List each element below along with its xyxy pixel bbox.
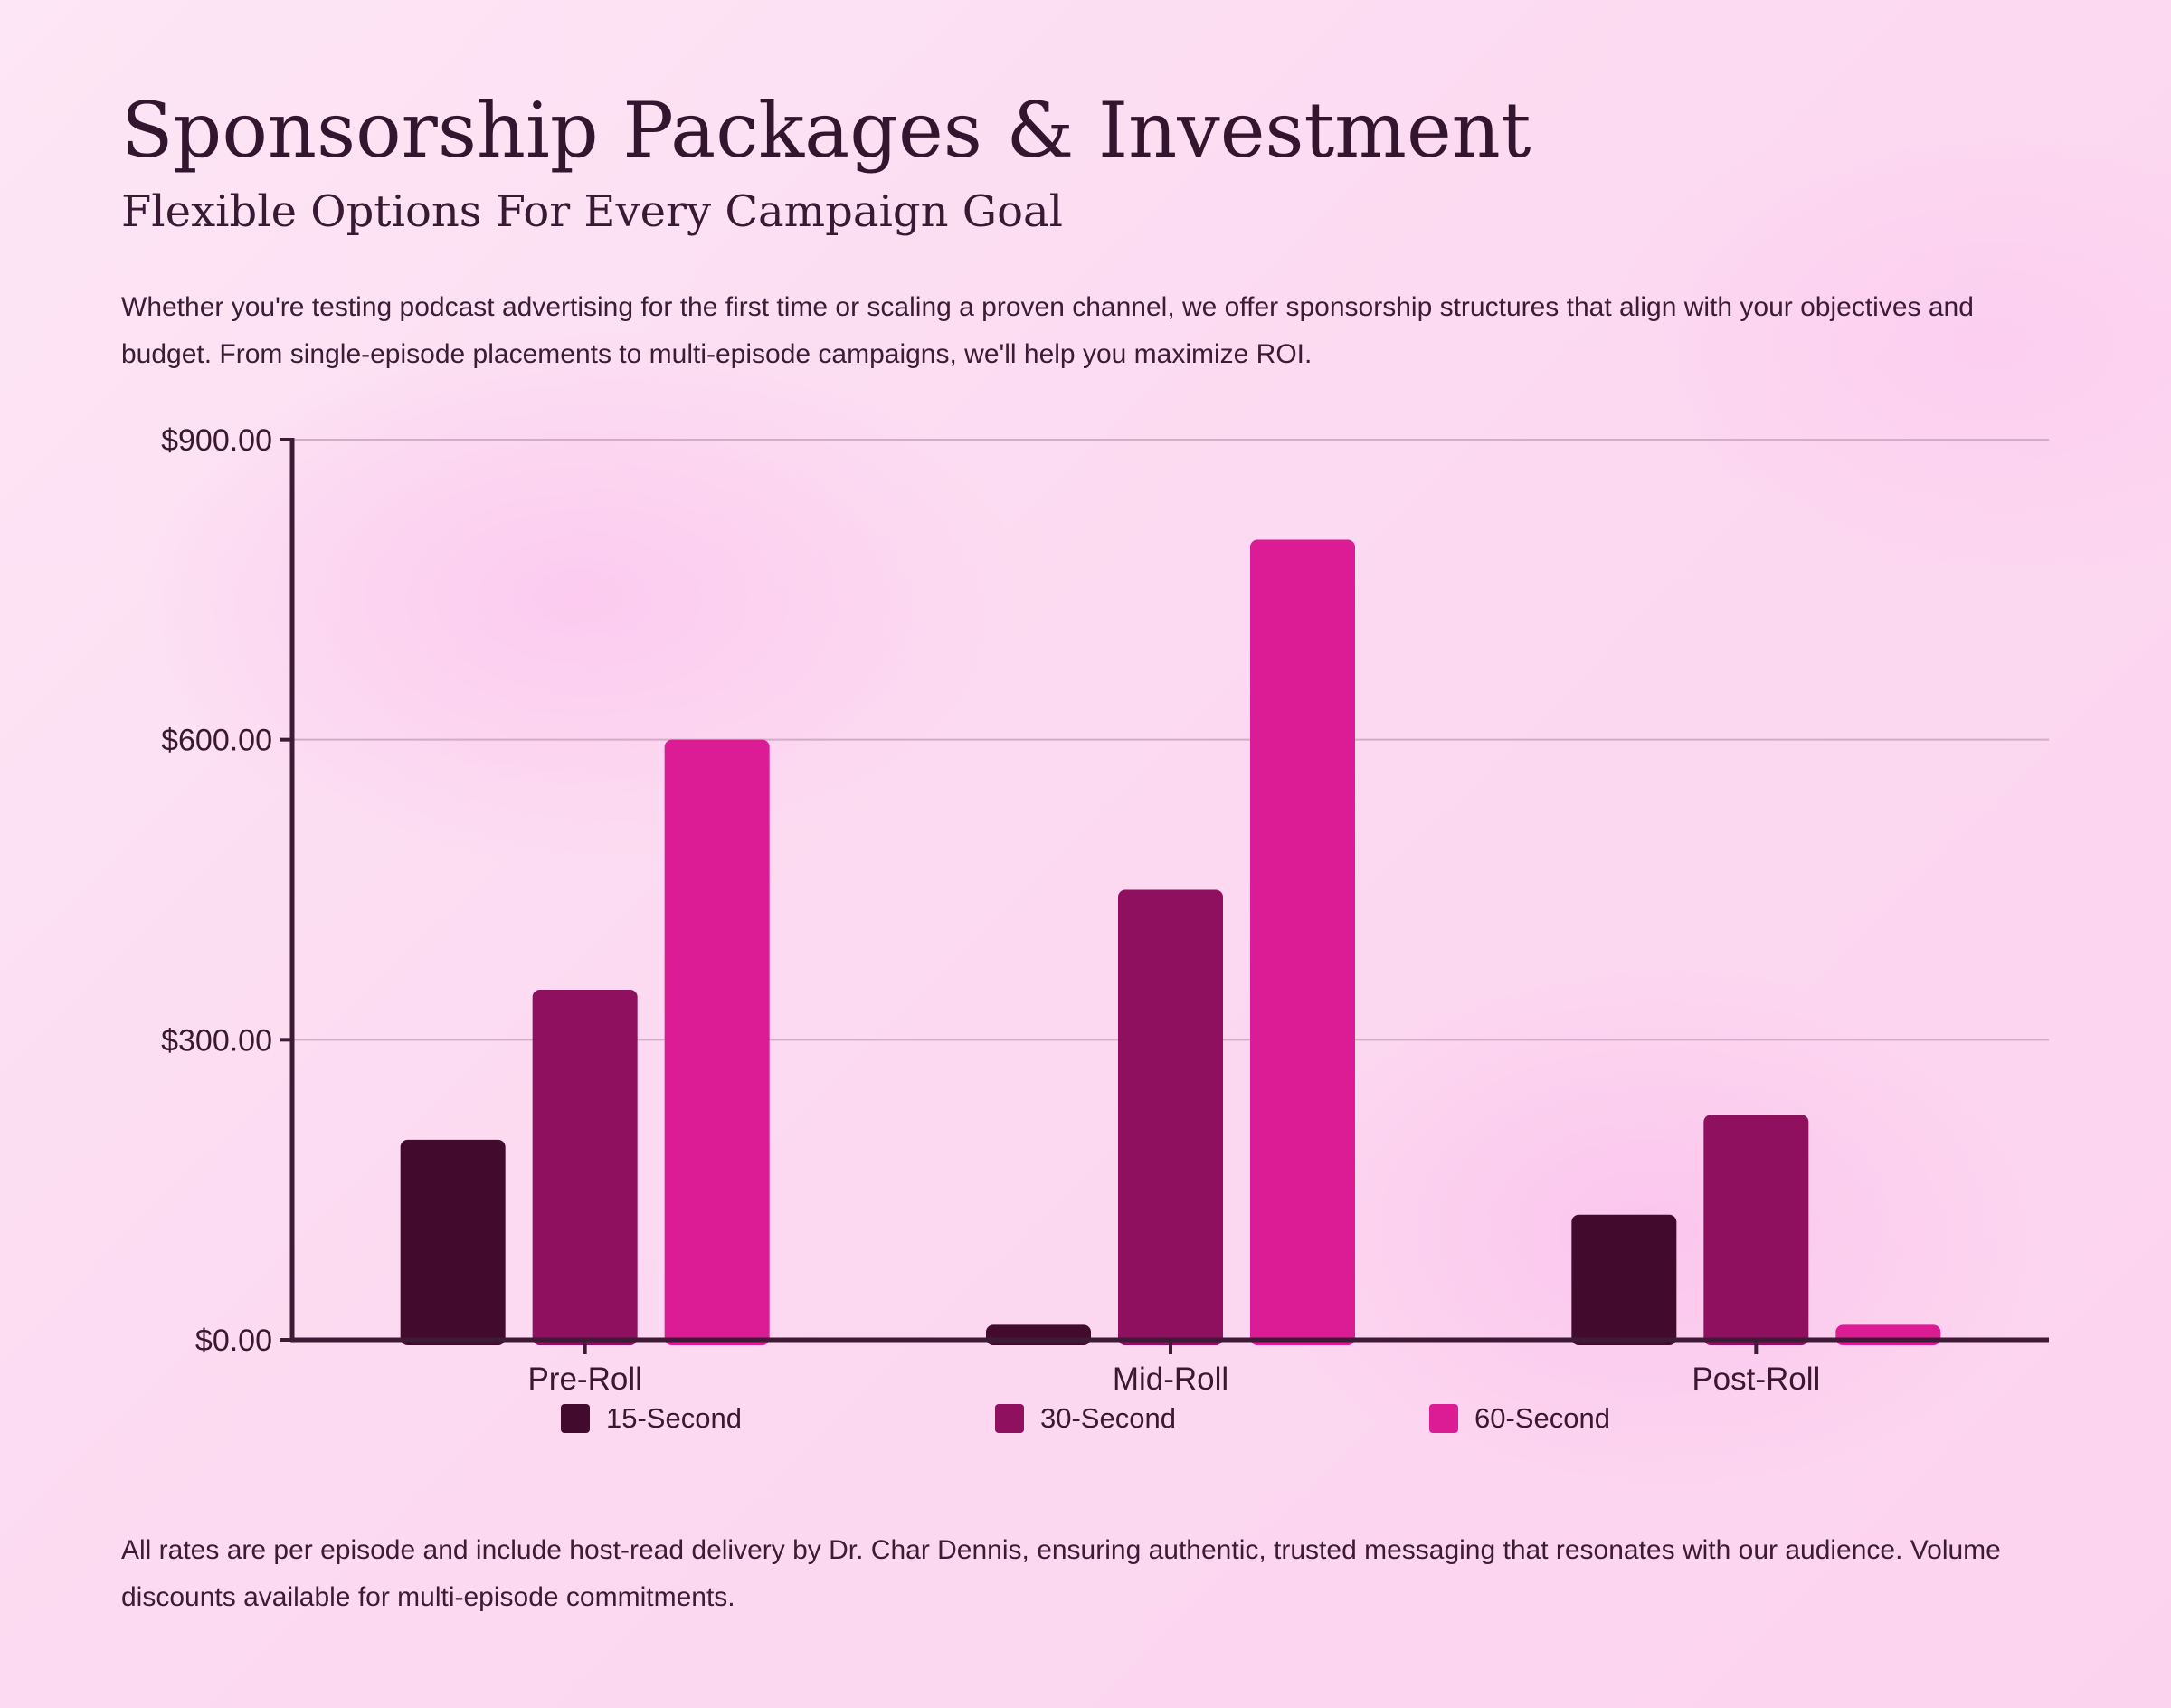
x-tick-label: Pre-Roll — [527, 1362, 641, 1397]
bar-post-roll-60-second — [1835, 1324, 1941, 1345]
bar-post-roll-15-second — [1571, 1214, 1677, 1345]
y-tick-label: $900.00 — [161, 423, 272, 458]
bar-pre-roll-15-second — [400, 1139, 506, 1345]
legend-label: 30-Second — [1040, 1402, 1176, 1434]
bar-pre-roll-60-second — [664, 739, 770, 1345]
intro-paragraph: Whether you're testing podcast advertisi… — [121, 292, 1974, 369]
bars — [400, 539, 1941, 1345]
x-tick-label: Mid-Roll — [1113, 1362, 1228, 1397]
page-subtitle: Flexible Options For Every Campaign Goal — [121, 186, 1063, 237]
y-tick-label: $300.00 — [161, 1023, 272, 1058]
y-tick-label: $600.00 — [161, 724, 272, 758]
bar-mid-roll-30-second — [1118, 889, 1223, 1345]
y-tick-label: $0.00 — [195, 1324, 272, 1358]
legend-label: 15-Second — [606, 1402, 742, 1434]
legend-label: 60-Second — [1474, 1402, 1610, 1434]
legend-item-30-second: 30-Second — [995, 1400, 1176, 1437]
legend-swatch — [561, 1404, 590, 1433]
bar-pre-roll-30-second — [532, 990, 638, 1345]
bar-post-roll-30-second — [1703, 1115, 1809, 1345]
page-title: Sponsorship Packages & Investment — [121, 86, 1531, 175]
tick-labels: $0.00 $300.00 $600.00 $900.00 Pre-Roll Mid-Ro… — [161, 423, 1820, 1397]
legend-item-60-second: 60-Second — [1429, 1400, 1610, 1437]
legend-item-15-second: 15-Second — [561, 1400, 742, 1437]
axes — [280, 438, 2049, 1354]
bar-mid-roll-60-second — [1250, 539, 1355, 1345]
chart-legend: 15-Second 30-Second 60-Second — [561, 1400, 1737, 1437]
legend-swatch — [995, 1404, 1024, 1433]
x-tick-label: Post-Roll — [1692, 1362, 1820, 1397]
bar-mid-roll-15-second — [986, 1324, 1091, 1345]
legend-swatch — [1429, 1404, 1458, 1433]
footnote-paragraph: All rates are per episode and include ho… — [121, 1535, 2001, 1612]
